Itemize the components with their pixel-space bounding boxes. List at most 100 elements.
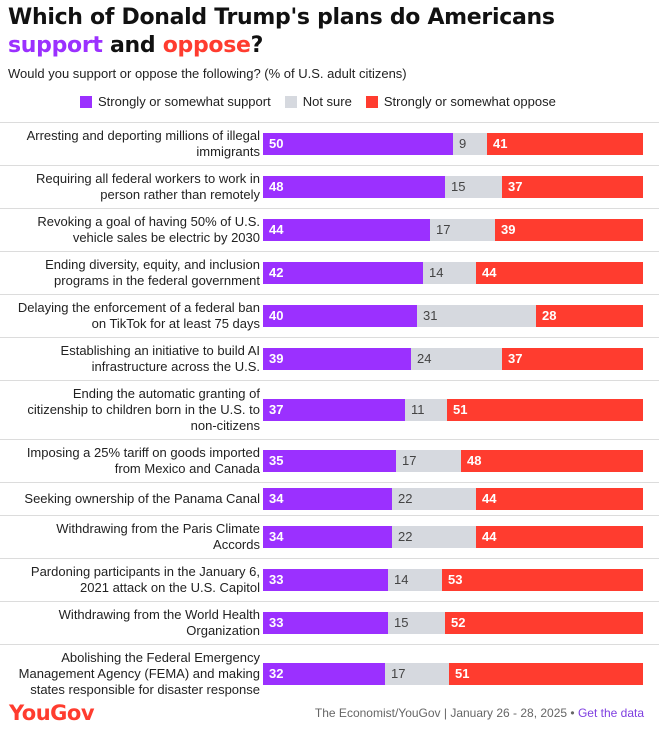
bar-segment-support: 34 [263, 488, 392, 510]
bar-segment-oppose: 52 [445, 612, 643, 634]
source-text: The Economist/YouGov | January 26 - 28, … [314, 706, 578, 720]
bar-segment-support: 37 [263, 399, 405, 421]
category-label: Revoking a goal of having 50% of U.S. veh… [37, 214, 260, 245]
category-label: Imposing a 25% tariff on goods imported f… [26, 445, 260, 476]
stacked-bar: 33 14 53 [263, 569, 643, 591]
chart-row: Withdrawing from the World Health Organiz… [0, 601, 659, 644]
footer: YouGov The Economist/YouGov | January 26… [0, 700, 659, 726]
title-text-2: and [102, 33, 163, 58]
chart-row: Establishing an initiative to build AI in… [0, 337, 659, 380]
bar-segment-support: 39 [263, 348, 411, 370]
bar-segment-oppose: 51 [449, 663, 643, 685]
chart-row: Pardoning participants in the January 6,… [0, 558, 659, 601]
bar-segment-oppose: 44 [476, 526, 643, 548]
chart-row: Ending diversity, equity, and inclusion p… [0, 251, 659, 294]
legend-item-oppose: Strongly or somewhat oppose [365, 94, 556, 109]
chart-row: Withdrawing from the Paris Climate Accord… [0, 515, 659, 558]
category-label: Abolishing the Federal Emergency Manageme… [18, 650, 260, 697]
chart-row: Seeking ownership of the Panama Canal 34 2… [0, 482, 659, 515]
category-label: Withdrawing from the World Health Organiz… [58, 607, 260, 638]
bar-segment-support: 32 [263, 663, 385, 685]
yougov-logo: YouGov [9, 701, 95, 725]
legend-label-oppose: Strongly or somewhat oppose [383, 94, 556, 109]
category-label: Seeking ownership of the Panama Canal [24, 491, 260, 506]
stacked-bar: 34 22 44 [263, 488, 643, 510]
category-label: Delaying the enforcement of a federal ba… [17, 300, 260, 331]
bar-segment-not-sure: 22 [392, 488, 476, 510]
title-text-3: ? [250, 33, 264, 58]
source-note: The Economist/YouGov | January 26 - 28, … [315, 706, 644, 720]
bar-segment-not-sure: 31 [417, 305, 536, 327]
bar-segment-oppose: 37 [502, 176, 643, 198]
legend-item-support: Strongly or somewhat support [80, 94, 271, 109]
stacked-bar: 50 9 41 [263, 133, 643, 155]
stacked-bar: 35 17 48 [263, 450, 643, 472]
bar-segment-support: 48 [263, 176, 445, 198]
chart-row: Revoking a goal of having 50% of U.S. veh… [0, 208, 659, 251]
legend-label-support: Strongly or somewhat support [98, 94, 271, 109]
bar-segment-support: 50 [263, 133, 453, 155]
chart-row: Abolishing the Federal Emergency Manageme… [0, 644, 659, 703]
bar-segment-not-sure: 15 [445, 176, 502, 198]
stacked-bar: 42 14 44 [263, 262, 643, 284]
bar-segment-support: 33 [263, 612, 388, 634]
get-the-data-link[interactable]: Get the data [577, 706, 644, 720]
bar-segment-not-sure: 11 [405, 399, 447, 421]
bar-segment-not-sure: 14 [388, 569, 442, 591]
bar-segment-support: 40 [263, 305, 417, 327]
legend-label-not-sure: Not sure [302, 94, 352, 109]
title-oppose-word: oppose [162, 33, 251, 58]
legend-item-not-sure: Not sure [284, 94, 352, 109]
bar-segment-not-sure: 15 [388, 612, 445, 634]
stacked-bar: 48 15 37 [263, 176, 643, 198]
category-label: Ending diversity, equity, and inclusion p… [45, 257, 260, 288]
stacked-bar: 40 31 28 [263, 305, 643, 327]
bar-segment-support: 44 [263, 219, 430, 241]
category-label: Withdrawing from the Paris Climate Accord… [56, 521, 260, 552]
bar-segment-support: 35 [263, 450, 396, 472]
stacked-bar: 39 24 37 [263, 348, 643, 370]
bar-segment-not-sure: 14 [423, 262, 476, 284]
legend: Strongly or somewhat support Not sure St… [80, 94, 570, 109]
bar-segment-oppose: 53 [442, 569, 643, 591]
legend-swatch-oppose [365, 95, 378, 108]
bar-segment-not-sure: 17 [396, 450, 461, 472]
bar-segment-oppose: 41 [487, 133, 643, 155]
chart-row: Delaying the enforcement of a federal ba… [0, 294, 659, 337]
category-label: Ending the automatic granting of citizens… [27, 386, 260, 433]
chart-row: Imposing a 25% tariff on goods imported f… [0, 439, 659, 482]
chart-row: Ending the automatic granting of citizens… [0, 380, 659, 439]
bar-segment-oppose: 44 [476, 488, 643, 510]
stacked-bar: 32 17 51 [263, 663, 643, 685]
bar-segment-oppose: 48 [461, 450, 643, 472]
bar-segment-not-sure: 24 [411, 348, 502, 370]
title-support-word: support [8, 33, 103, 58]
chart-subtitle: Would you support or oppose the followin… [8, 66, 407, 81]
chart-row: Requiring all federal workers to work in… [0, 165, 659, 208]
bar-segment-oppose: 37 [502, 348, 643, 370]
chart-title: Which of Donald Trump's plans do America… [8, 4, 648, 60]
legend-swatch-support [80, 95, 92, 108]
legend-swatch-not-sure [284, 95, 297, 108]
bar-segment-oppose: 44 [476, 262, 643, 284]
bar-segment-not-sure: 17 [385, 663, 449, 685]
bar-segment-support: 33 [263, 569, 388, 591]
stacked-bar: 37 11 51 [263, 399, 643, 421]
category-label: Requiring all federal workers to work in… [36, 171, 260, 202]
chart-row: Arresting and deporting millions of ille… [0, 122, 659, 165]
stacked-bar: 33 15 52 [263, 612, 643, 634]
category-label: Establishing an initiative to build AI in… [60, 343, 260, 374]
bar-segment-oppose: 51 [447, 399, 643, 421]
chart-rows: Arresting and deporting millions of ille… [0, 122, 659, 703]
stacked-bar: 44 17 39 [263, 219, 643, 241]
stacked-bar: 34 22 44 [263, 526, 643, 548]
bar-segment-not-sure: 22 [392, 526, 476, 548]
category-label: Arresting and deporting millions of ille… [26, 128, 260, 159]
bar-segment-support: 34 [263, 526, 392, 548]
bar-segment-oppose: 39 [495, 219, 643, 241]
title-text-1: Which of Donald Trump's plans do America… [8, 5, 555, 30]
bar-segment-not-sure: 9 [453, 133, 487, 155]
category-label: Pardoning participants in the January 6,… [30, 564, 260, 595]
bar-segment-oppose: 28 [536, 305, 643, 327]
bar-segment-support: 42 [263, 262, 423, 284]
